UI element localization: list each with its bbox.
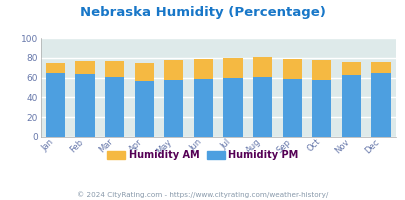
Bar — [371, 62, 390, 73]
Bar — [164, 80, 183, 137]
Bar — [341, 62, 360, 75]
Bar — [371, 73, 390, 137]
Bar — [252, 57, 272, 77]
Legend: Humidity AM, Humidity PM: Humidity AM, Humidity PM — [103, 146, 302, 164]
Bar — [193, 79, 213, 137]
Text: Nebraska Humidity (Percentage): Nebraska Humidity (Percentage) — [80, 6, 325, 19]
Bar — [105, 77, 124, 137]
Bar — [75, 74, 94, 137]
Bar — [311, 80, 330, 137]
Bar — [134, 81, 153, 137]
Bar — [223, 58, 242, 78]
Bar — [134, 63, 153, 81]
Bar — [341, 75, 360, 137]
Bar — [282, 59, 301, 79]
Bar — [252, 77, 272, 137]
Bar — [46, 63, 65, 73]
Bar — [46, 73, 65, 137]
Text: © 2024 CityRating.com - https://www.cityrating.com/weather-history/: © 2024 CityRating.com - https://www.city… — [77, 191, 328, 198]
Bar — [311, 60, 330, 80]
Bar — [105, 61, 124, 77]
Bar — [223, 78, 242, 137]
Bar — [193, 59, 213, 79]
Bar — [75, 61, 94, 74]
Bar — [282, 79, 301, 137]
Bar — [164, 60, 183, 80]
